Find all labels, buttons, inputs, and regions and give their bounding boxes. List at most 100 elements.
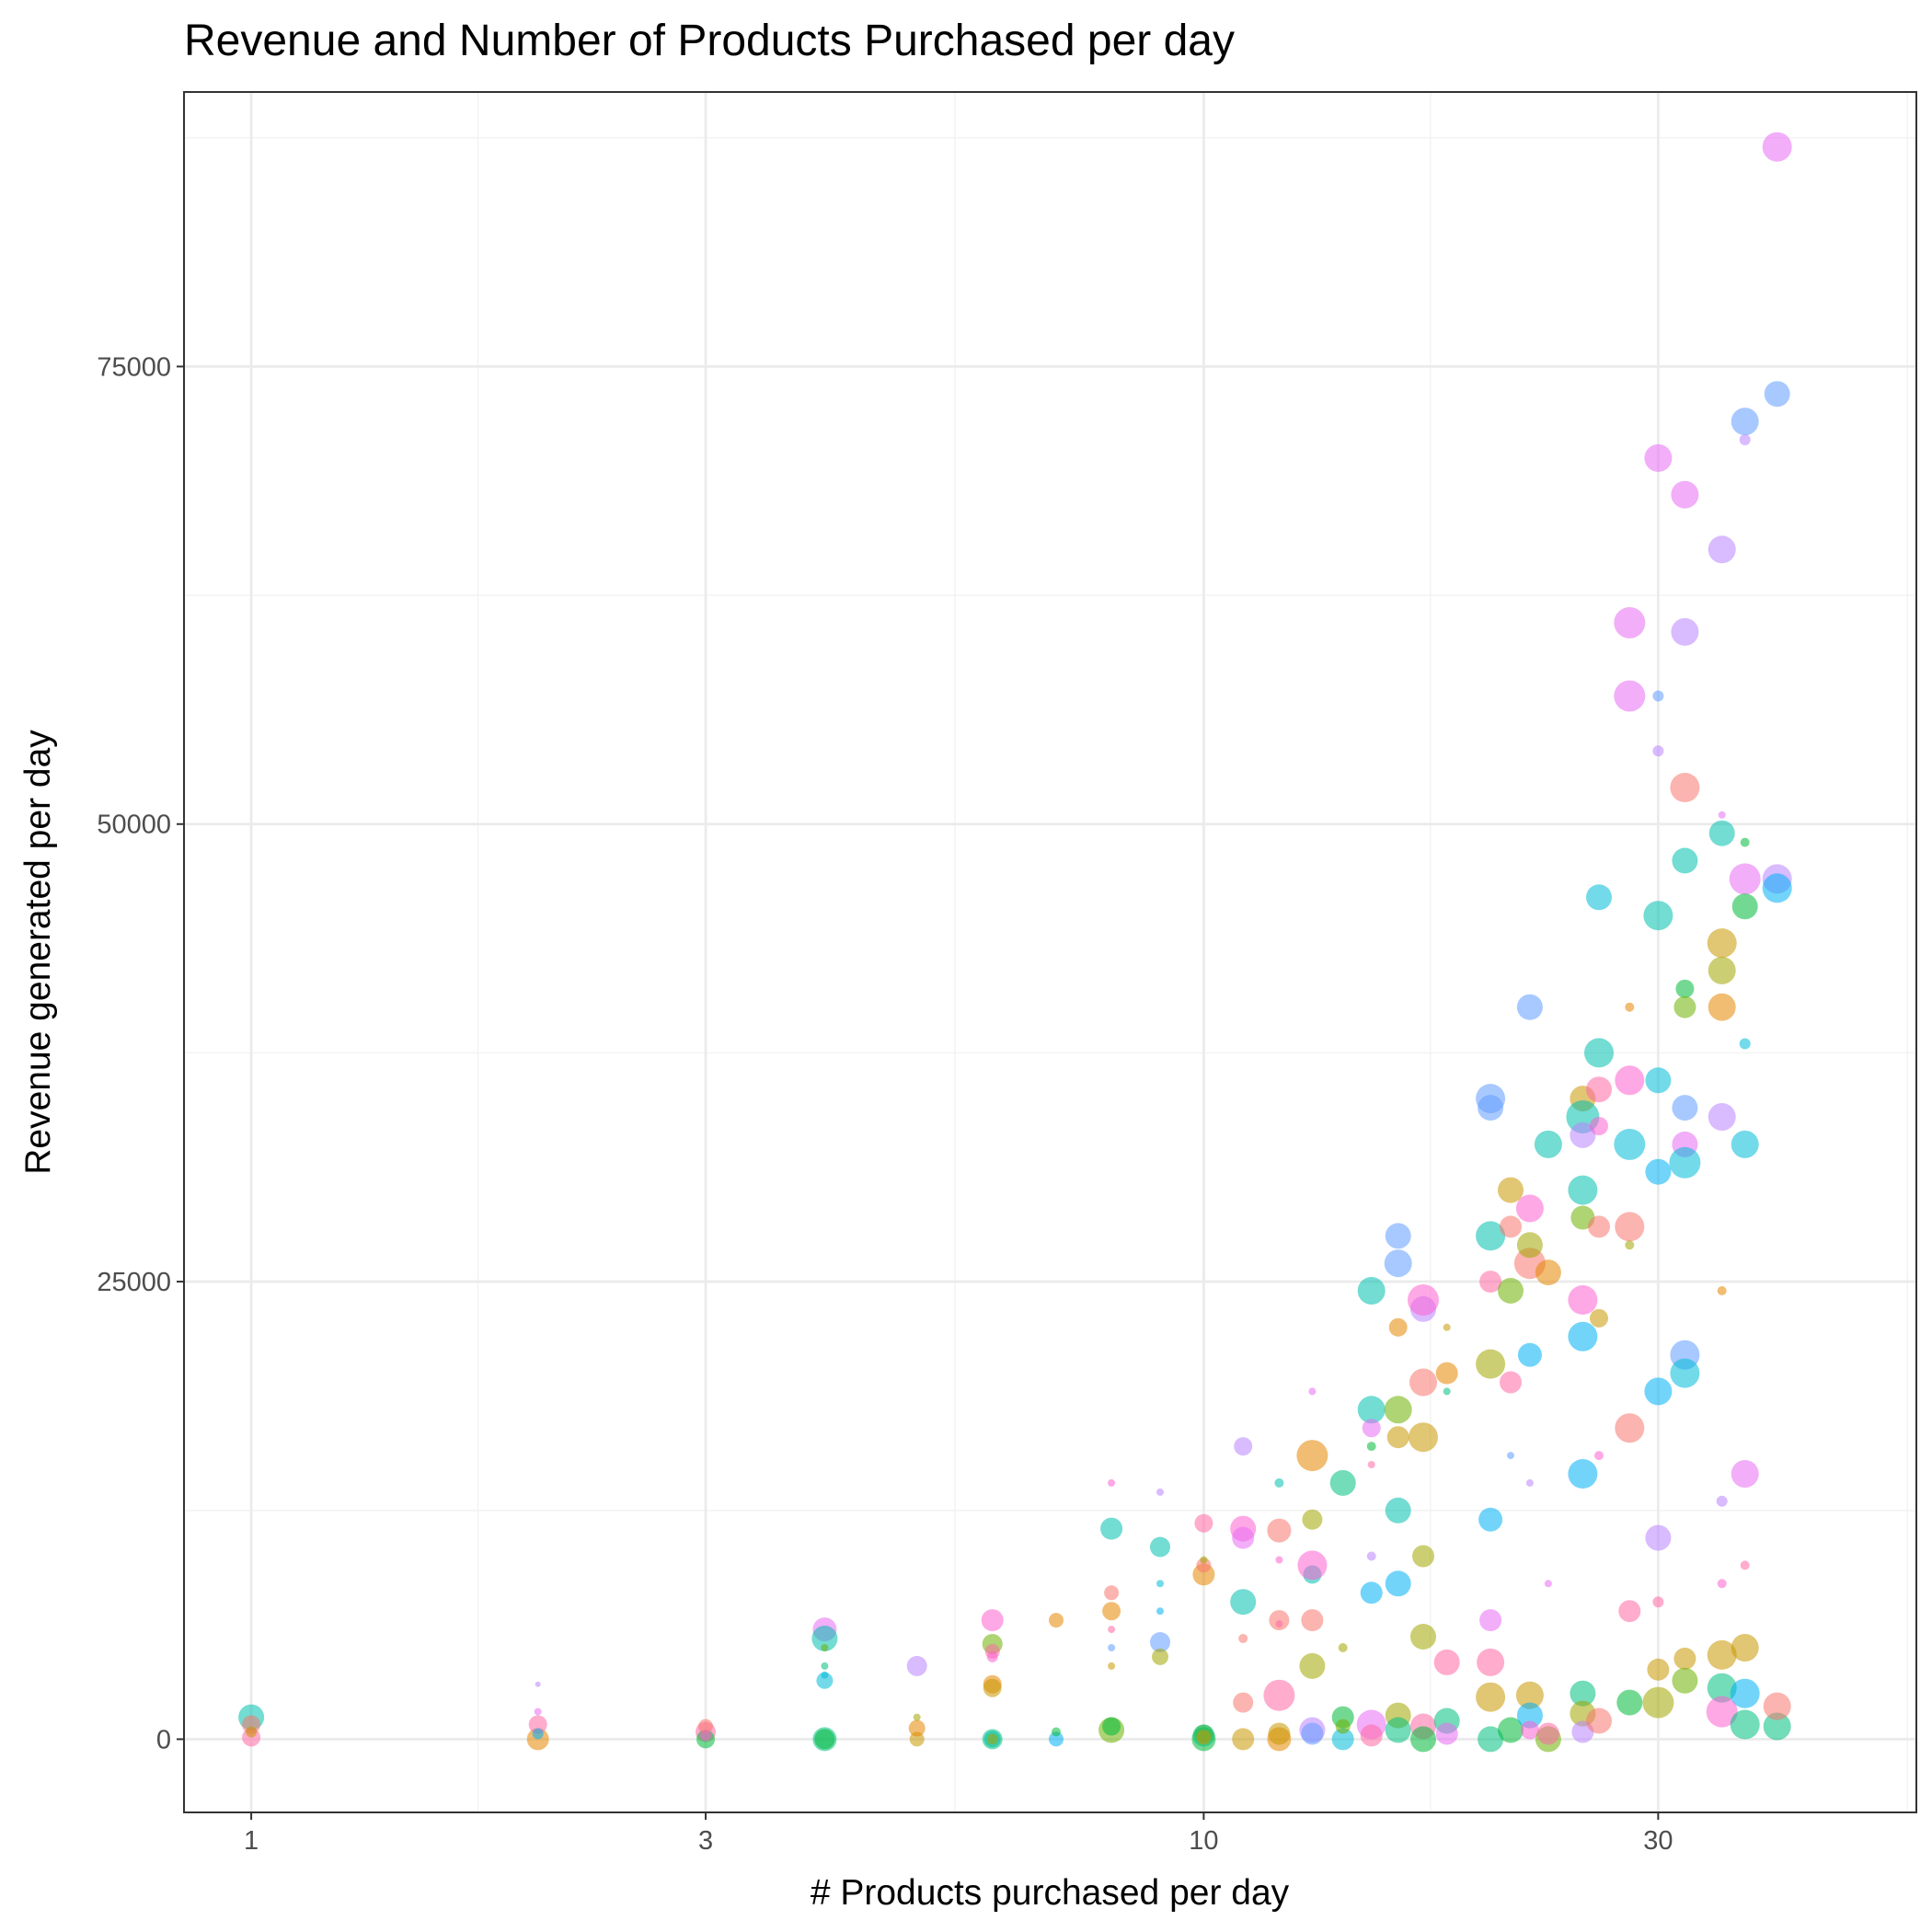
scatter-point [821,1644,829,1651]
scatter-point [1731,893,1758,920]
scatter-point [1360,1581,1383,1604]
scatter-point [1479,1609,1502,1632]
scatter-point [1729,863,1761,895]
scatter-point [1708,956,1736,984]
scatter-point [1739,434,1751,445]
x-tick-label: 1 [244,1826,259,1856]
chart-title: Revenue and Number of Products Purchased… [184,17,1235,65]
scatter-point [908,1719,926,1737]
scatter-point [1498,1177,1524,1203]
scatter-point [1708,993,1736,1021]
scatter-point [1708,1103,1736,1131]
scatter-point [1535,1259,1561,1286]
scatter-point [1299,1652,1326,1679]
scatter-point [1515,1194,1544,1223]
scatter-point [1476,1682,1506,1712]
scatter-point [906,1655,927,1676]
scatter-point [1525,1478,1534,1487]
scatter-point [1764,381,1790,408]
scatter-point [1108,1478,1116,1487]
scatter-point [1615,1065,1645,1096]
axis-ticks: 0 25000 50000 75000 1 3 10 30 [97,352,1673,1856]
scatter-point [1433,1649,1460,1675]
scatter-point [1625,1240,1635,1250]
scatter-point [1706,1696,1738,1728]
scatter-point [1669,1146,1701,1179]
scatter-point [1435,1362,1458,1385]
scatter-point [1762,873,1792,903]
scatter-point [1409,1368,1437,1397]
scatter-point [1108,1662,1116,1670]
scatter-point [1268,1722,1291,1745]
scatter-point [1673,995,1696,1018]
scatter-point [534,1708,542,1716]
scatter-point [1568,1285,1598,1315]
scatter-point [814,1729,835,1750]
scatter-point [1644,1377,1673,1406]
scatter-point [1500,1371,1522,1394]
scatter-point [1301,1609,1324,1632]
scatter-point [1520,1720,1539,1740]
scatter-point [1707,928,1737,959]
scatter-point [811,1626,838,1651]
scatter-point [1717,1579,1727,1589]
scatter-point [1717,1286,1727,1295]
scatter-point [1708,820,1735,846]
scatter-point [1731,408,1759,436]
scatter-point [1515,1681,1544,1709]
scatter-point [700,1730,711,1742]
scatter-point [1049,1613,1064,1628]
scatter-point [1479,1271,1502,1294]
x-tick-label: 10 [1189,1826,1218,1856]
scatter-point [1196,1558,1212,1573]
scatter-point [1544,1580,1552,1588]
scatter-point [1230,1589,1257,1616]
scatter-point [821,1671,829,1679]
scatter-point [1625,1002,1635,1012]
scatter-point [1234,1437,1253,1456]
scatter-point [1652,690,1664,702]
scatter-point [1671,480,1699,509]
scatter-point [698,1719,713,1734]
scatter-point [1534,1130,1562,1158]
scatter-point [1618,1600,1641,1623]
scatter-point [1517,1342,1542,1367]
scatter-point [1102,1602,1121,1621]
scatter-point [1707,1639,1737,1670]
scatter-point [1763,1692,1791,1720]
scatter-point [1643,901,1673,931]
scatter-point [1507,1452,1514,1460]
scatter-point [1568,1321,1598,1351]
scatter-point [1675,979,1695,998]
scatter-point [1536,1722,1559,1745]
scatter-point [1156,1607,1164,1616]
scatter-point [1385,1497,1411,1524]
scatter-point [528,1715,547,1734]
scatter-point [986,1650,998,1662]
scatter-point [1570,1680,1596,1707]
scatter-point [1584,1038,1614,1068]
scatter-point [1150,1632,1170,1652]
scatter-point [1108,1626,1116,1634]
scatter-point [1590,1308,1608,1328]
scatter-point [1386,1426,1409,1449]
scatter-point [816,1672,834,1689]
scatter-point [1478,1507,1503,1532]
scatter-point [1730,1678,1760,1708]
scatter-point [535,1681,541,1687]
scatter-point [1232,1526,1255,1549]
scatter-point [1410,1624,1436,1650]
scatter-point [1731,1634,1759,1662]
scatter-point [1156,1488,1164,1496]
scatter-point [1150,1536,1170,1558]
y-tick-label: 25000 [97,1268,171,1297]
scatter-point [1478,1726,1504,1753]
scatter-point [1335,1719,1351,1734]
scatter-point [1366,1551,1376,1561]
grid-lines [184,92,1916,1812]
scatter-point [1672,1667,1698,1694]
scatter-point [1670,773,1700,802]
scatter-point [1477,1648,1505,1676]
scatter-point [1516,1232,1543,1259]
